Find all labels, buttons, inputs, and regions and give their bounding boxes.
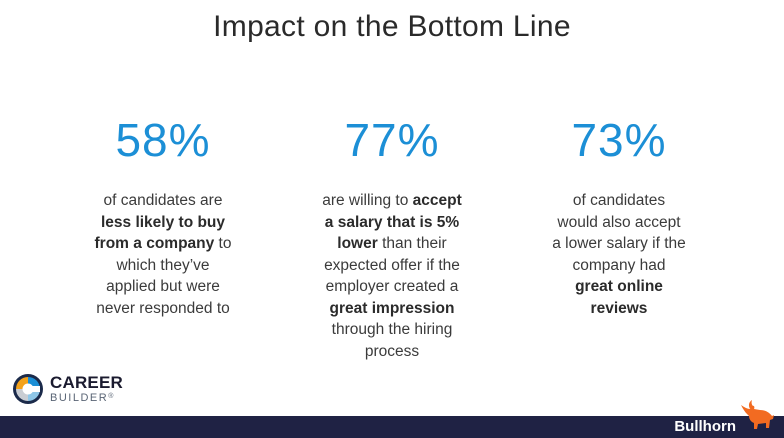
stat-percent-3: 73% — [571, 114, 667, 166]
stat-description-line: lower than their — [282, 233, 502, 255]
stat-description-line: reviews — [509, 298, 729, 320]
emphasized-text: from a company — [94, 235, 215, 252]
stat-percent-2: 77% — [344, 114, 440, 166]
description-text: expected offer if the — [324, 256, 460, 274]
description-text: of candidates are — [103, 192, 223, 209]
stat-block-2: 77% are willing to accept a salary that i… — [282, 112, 502, 362]
emphasized-text: accept — [412, 192, 462, 209]
description-text: process — [364, 342, 420, 360]
stat-description-line: through the hiring — [282, 319, 502, 341]
bull-icon — [738, 397, 778, 436]
stat-block-1: 58% of candidates are less likely to buy f… — [53, 112, 273, 319]
description-text: through the hiring — [331, 321, 453, 338]
emphasized-text: a salary that is 5% — [324, 213, 460, 231]
careerbuilder-logo: CAREER BUILDER® — [12, 371, 123, 407]
stat-description-line: never responded to — [53, 298, 273, 320]
stat-percent-1: 58% — [115, 114, 211, 166]
description-text: which they’ve — [116, 256, 210, 274]
stat-description-1: of candidates are less likely to buy from … — [53, 190, 273, 319]
stat-description-line: which they’ve — [53, 255, 273, 277]
stat-description-line: are willing to accept — [282, 190, 502, 212]
stat-description-2: are willing to accept a salary that is 5%… — [282, 190, 502, 362]
slide-title: Impact on the Bottom Line — [213, 10, 571, 43]
description-text: employer created a — [325, 278, 459, 295]
description-text: never responded to — [96, 299, 230, 317]
description-text: applied but were — [106, 278, 220, 295]
careerbuilder-wordmark-top: CAREER — [50, 373, 123, 392]
description-text: company had — [572, 256, 666, 274]
stat-description-line: process — [282, 341, 502, 363]
description-text: a lower salary if the — [552, 235, 686, 252]
careerbuilder-wordmark-bottom: BUILDER® — [50, 392, 114, 404]
careerbuilder-icon — [12, 373, 44, 405]
description-text: to — [214, 235, 232, 252]
bullhorn-wordmark: Bullhorn — [674, 418, 736, 435]
stat-description-3: of candidates would also accept a lower sa… — [509, 190, 729, 319]
stat-description-line: of candidates — [509, 190, 729, 212]
emphasized-text: great impression — [329, 299, 455, 317]
bullhorn-logo: Bullhorn — [674, 397, 778, 436]
stat-description-line: a salary that is 5% — [282, 212, 502, 234]
stat-description-line: a lower salary if the — [509, 233, 729, 255]
description-text: of candidates — [572, 192, 666, 209]
stat-description-line: employer created a — [282, 276, 502, 298]
emphasized-text: lower — [337, 235, 378, 252]
stat-block-3: 73% of candidates would also accept a lowe… — [509, 112, 729, 319]
description-text: would also accept — [557, 213, 681, 231]
stat-description-line: great impression — [282, 298, 502, 320]
emphasized-text: great online — [575, 278, 663, 295]
description-text: are willing to — [322, 192, 413, 209]
emphasized-text: reviews — [590, 299, 648, 317]
footer-bar — [0, 416, 784, 438]
emphasized-text: less likely to buy — [100, 213, 226, 231]
stat-description-line: great online — [509, 276, 729, 298]
stat-description-line: from a company to — [53, 233, 273, 255]
stat-description-line: expected offer if the — [282, 255, 502, 277]
description-text: than their — [377, 235, 447, 252]
stat-description-line: would also accept — [509, 212, 729, 234]
stat-description-line: company had — [509, 255, 729, 277]
stat-description-line: of candidates are — [53, 190, 273, 212]
stat-description-line: applied but were — [53, 276, 273, 298]
stat-description-line: less likely to buy — [53, 212, 273, 234]
